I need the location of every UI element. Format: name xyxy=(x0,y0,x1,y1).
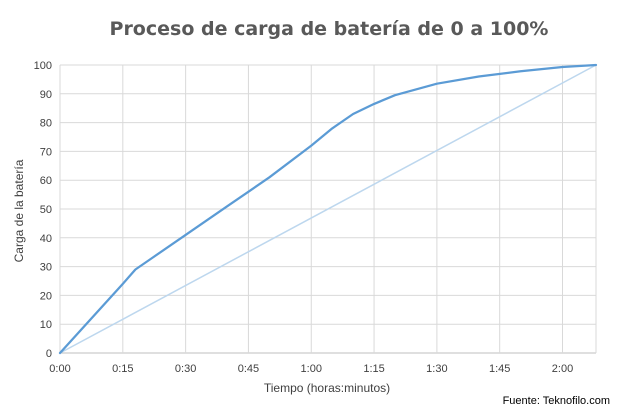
x-tick-label: 1:45 xyxy=(489,363,510,375)
y-tick-label: 80 xyxy=(40,118,52,130)
y-tick-label: 30 xyxy=(40,262,52,274)
x-tick-label: 0:15 xyxy=(112,363,133,375)
x-tick-label: 1:00 xyxy=(301,363,322,375)
x-tick-label: 0:45 xyxy=(238,363,259,375)
series-line-charge-curve xyxy=(58,63,598,355)
y-tick-label: 90 xyxy=(40,89,52,101)
x-tick-label: 1:30 xyxy=(426,363,447,375)
x-tick-label: 1:15 xyxy=(363,363,384,375)
chart-title: Proceso de carga de batería de 0 a 100% xyxy=(110,18,549,40)
series-lines xyxy=(58,63,598,355)
y-tick-label: 40 xyxy=(40,233,52,245)
y-tick-label: 60 xyxy=(40,175,52,187)
x-axis-label: Tiempo (horas:minutos) xyxy=(264,381,390,395)
x-tick-label: 2:00 xyxy=(552,363,573,375)
y-axis-label: Carga de la batería xyxy=(12,159,26,262)
x-tick-label: 0:00 xyxy=(49,363,70,375)
x-tick-labels: 0:00 0:15 0:30 0:45 1:00 1:15 1:30 1:45 2:00 xyxy=(49,363,573,375)
y-tick-label: 50 xyxy=(40,204,52,216)
source-note: Fuente: Teknofilo.com xyxy=(503,395,610,407)
y-tick-label: 10 xyxy=(40,319,52,331)
x-tick-label: 0:30 xyxy=(175,363,196,375)
y-tick-labels: 0 10 20 30 40 50 60 70 80 90 100 xyxy=(34,60,52,360)
y-tick-label: 20 xyxy=(40,290,52,302)
y-tick-label: 70 xyxy=(40,146,52,158)
series-line-linear-reference xyxy=(59,64,597,354)
y-tick-label: 100 xyxy=(34,60,52,72)
y-tick-label: 0 xyxy=(46,348,52,360)
